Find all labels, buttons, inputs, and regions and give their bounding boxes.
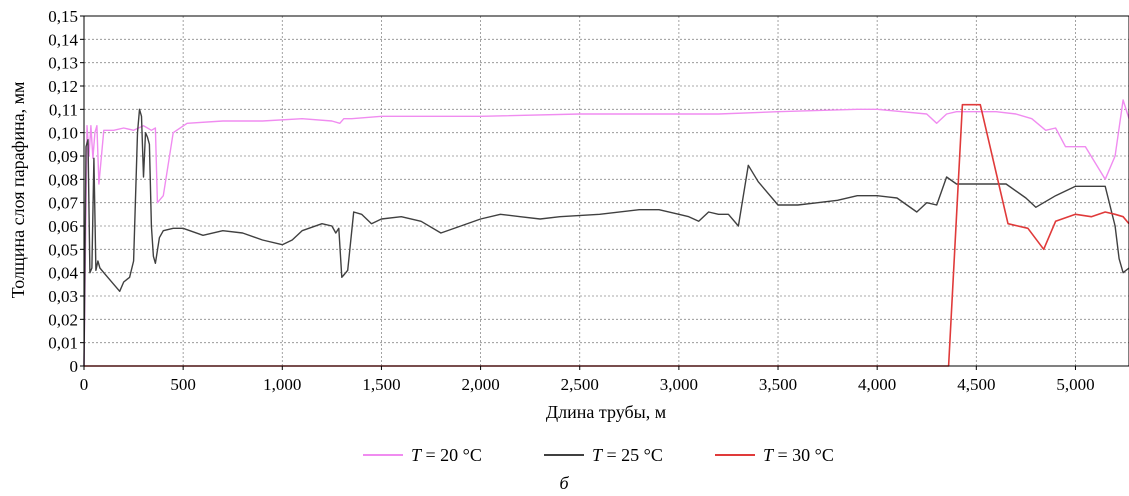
y-tick-label: 0 [70,357,79,376]
y-tick-label: 0,06 [48,217,78,236]
x-axis-title: Длина трубы, м [546,402,666,422]
series-line-3 [84,103,1129,367]
grid [84,16,1129,366]
legend-item: T = 25 °C [544,445,663,465]
x-tick-label: 0 [80,375,89,394]
y-tick-label: 0,09 [48,147,78,166]
y-tick-label: 0,04 [48,264,78,283]
y-tick-label: 0,11 [49,100,78,119]
x-tick-label: 5,000 [1056,375,1094,394]
y-tick-label: 0,14 [48,30,78,49]
x-tick-label: 2,000 [461,375,499,394]
y-tick-label: 0,13 [48,54,78,73]
y-tick-label: 0,02 [48,310,78,329]
x-tick-label: 4,500 [957,375,995,394]
legend-label: T = 25 °C [592,445,663,465]
series-line-2 [83,108,1129,367]
plot-frame [83,15,1129,367]
series-line-1 [83,99,1129,367]
legend-label: T = 20 °C [411,445,482,465]
tick-labels: 0 0,01 0,02 0,03 0,04 0,05 0,06 0,07 0,08 0,09 0,1… [48,7,1094,394]
y-tick-label: 0,05 [48,240,78,259]
legend-item: T = 30 °C [715,445,834,465]
x-tick-label: 2,500 [561,375,599,394]
legend: T = 20 °C T = 25 °C T = 30 °C [363,445,834,465]
x-tick-label: 4,000 [858,375,896,394]
x-tick-label: 3,000 [660,375,698,394]
y-tick-label: 0,12 [48,77,78,96]
x-tick-label: 500 [170,375,196,394]
y-axis-title: Толщина слоя парафина, мм [8,82,28,299]
series-lines [83,99,1129,367]
y-tick-label: 0,08 [48,170,78,189]
y-tick-label: 0,15 [48,7,78,26]
x-tick-label: 1,500 [362,375,400,394]
y-tick-label: 0,03 [48,287,78,306]
y-tick-label: 0,01 [48,334,78,353]
x-tick-label: 3,500 [759,375,797,394]
chart-caption: б [559,473,569,493]
y-tick-label: 0,10 [48,124,78,143]
x-tick-label: 1,000 [263,375,301,394]
legend-item: T = 20 °C [363,445,482,465]
legend-label: T = 30 °C [763,445,834,465]
y-tick-label: 0,07 [48,194,78,213]
